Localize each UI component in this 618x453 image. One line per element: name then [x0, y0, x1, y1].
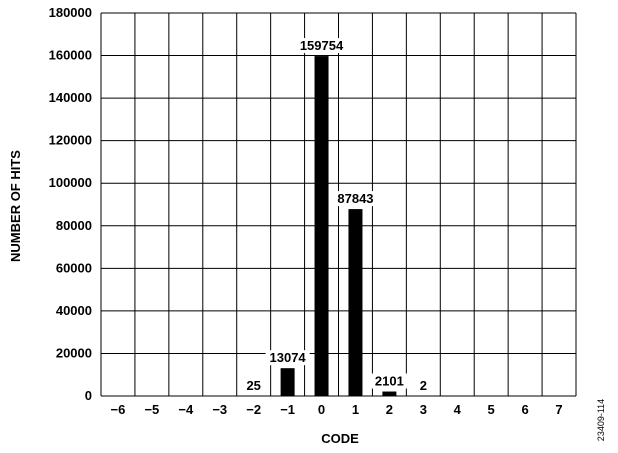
data-label: 13074 — [270, 350, 307, 365]
x-tick-label: 7 — [555, 402, 562, 417]
data-labels: 25 13074 159754 87843 2101 2 — [243, 38, 431, 393]
y-tick-label: 60000 — [56, 260, 92, 275]
y-tick-label: 40000 — [56, 303, 92, 318]
x-tick-label: 1 — [352, 402, 359, 417]
x-tick-label: −2 — [246, 402, 261, 417]
data-label-background — [416, 377, 431, 393]
data-label: 2 — [420, 378, 427, 393]
x-axis-title: CODE — [321, 431, 359, 446]
y-axis-title: NUMBER OF HITS — [8, 150, 23, 262]
bars — [246, 56, 431, 397]
bar-code-−1 — [280, 368, 295, 396]
data-label: 2101 — [375, 374, 404, 389]
x-tick-label: 2 — [386, 402, 393, 417]
data-label: 25 — [246, 378, 260, 393]
bar-code-3 — [416, 395, 431, 397]
x-tick-label: 4 — [454, 402, 462, 417]
x-tick-label: −3 — [212, 402, 227, 417]
y-tick-label: 100000 — [49, 175, 92, 190]
x-tick-label: 3 — [420, 402, 427, 417]
y-tick-label: 0 — [85, 388, 92, 403]
bar-code-0 — [314, 56, 329, 397]
x-tick-label: 0 — [318, 402, 325, 417]
data-label-background — [243, 377, 265, 393]
x-tick-label: −5 — [144, 402, 159, 417]
y-tick-label: 120000 — [49, 133, 92, 148]
x-tick-label: −1 — [280, 402, 295, 417]
data-label-background — [295, 38, 348, 54]
y-tick-label: 140000 — [49, 90, 92, 105]
y-tick-label: 160000 — [49, 48, 92, 63]
figure-id: 23409-114 — [596, 399, 606, 441]
y-tick-label: 20000 — [56, 345, 92, 360]
x-tick-labels: −6 −5 −4 −3 −2 −1 0 1 2 3 4 5 6 7 — [111, 402, 563, 417]
bar-code-−2 — [246, 395, 261, 397]
data-label: 159754 — [300, 38, 344, 53]
y-tick-label: 180000 — [49, 5, 92, 20]
bar-code-1 — [348, 209, 363, 396]
x-tick-label: −4 — [178, 402, 194, 417]
data-label-background — [265, 350, 310, 366]
y-tick-labels: 0 20000 40000 60000 80000 100000 120000 140000 1… — [49, 5, 92, 403]
data-label: 87843 — [337, 191, 373, 206]
data-label-background — [333, 191, 378, 207]
x-tick-label: −6 — [111, 402, 126, 417]
x-tick-label: 5 — [488, 402, 495, 417]
data-label-background — [371, 373, 408, 389]
bar-code-2 — [382, 391, 397, 396]
x-tick-label: 6 — [521, 402, 528, 417]
y-tick-label: 80000 — [56, 218, 92, 233]
